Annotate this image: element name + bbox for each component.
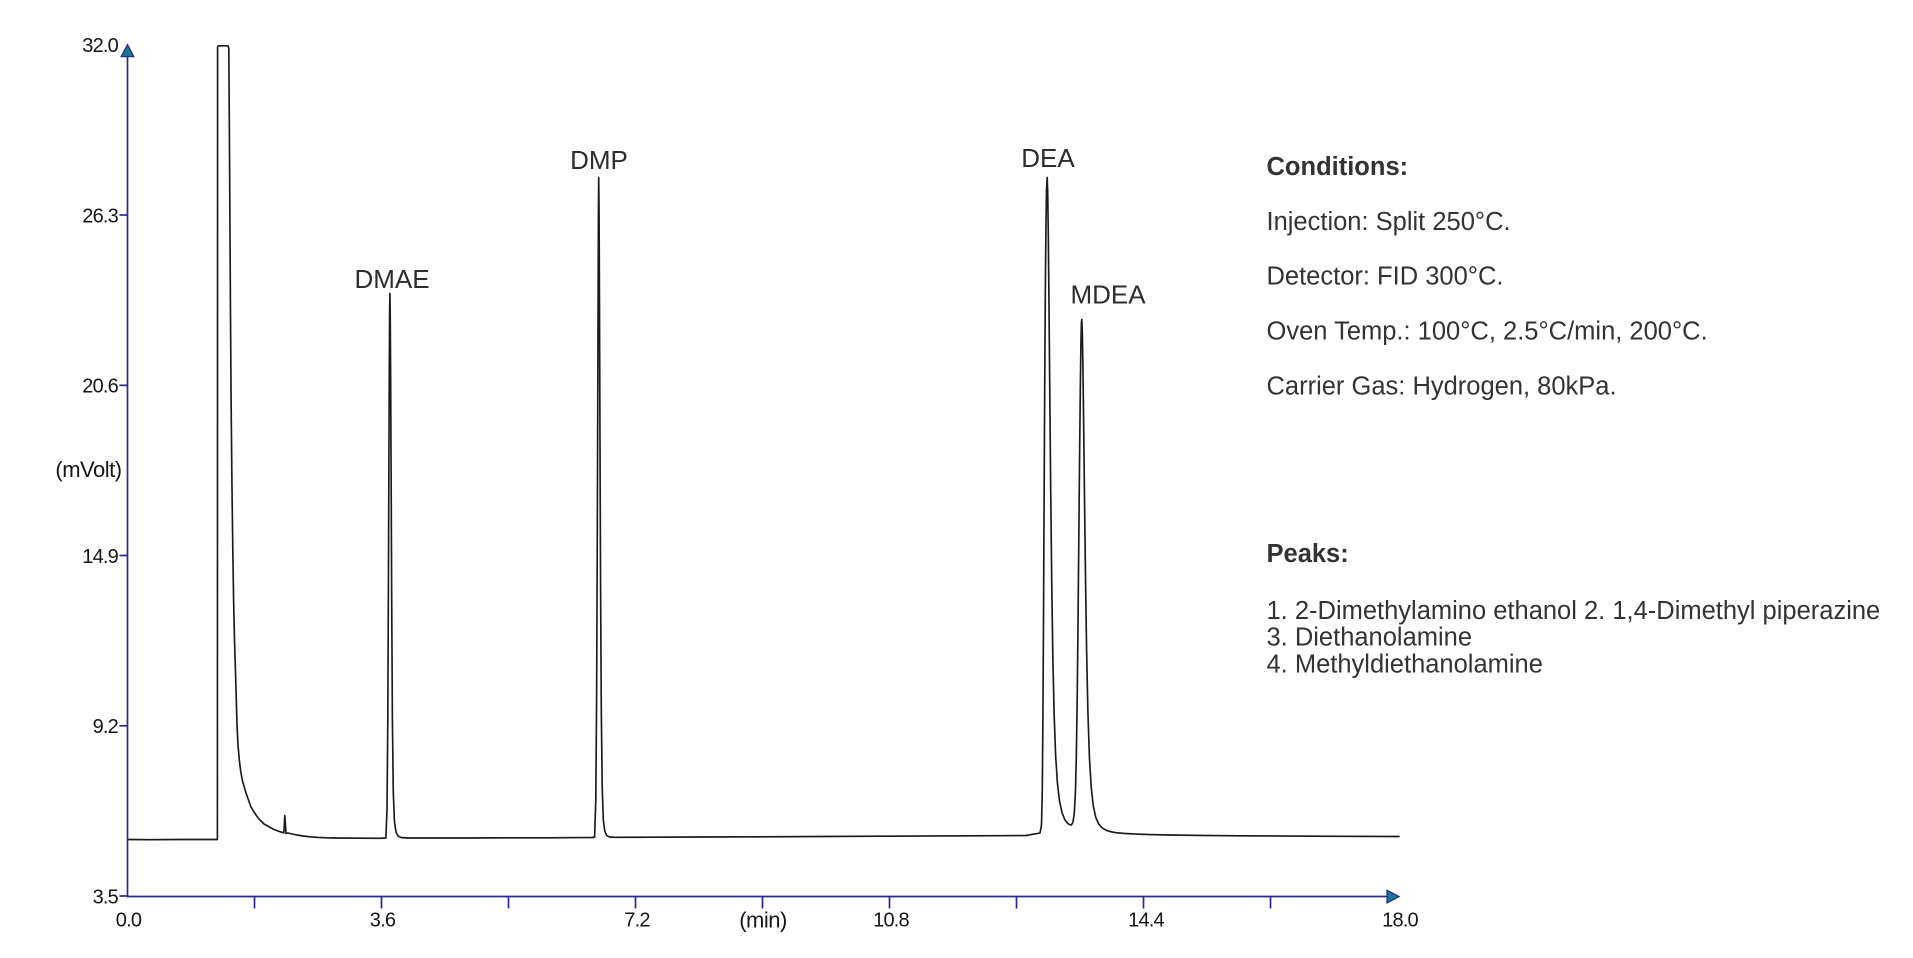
svg-text:3. Diethanolamine: 3. Diethanolamine bbox=[1267, 624, 1473, 652]
svg-text:18.0: 18.0 bbox=[1382, 910, 1418, 932]
svg-text:Conditions:: Conditions: bbox=[1267, 153, 1409, 181]
svg-text:4. Methyldiethanolamine: 4. Methyldiethanolamine bbox=[1267, 650, 1543, 678]
svg-text:9.2: 9.2 bbox=[93, 716, 119, 738]
svg-text:14.9: 14.9 bbox=[82, 546, 118, 568]
svg-text:10.8: 10.8 bbox=[873, 910, 909, 932]
svg-text:Oven Temp.: 100°C, 2.5°C/min,: Oven Temp.: 100°C, 2.5°C/min, 200°C. bbox=[1267, 318, 1708, 346]
svg-text:7.2: 7.2 bbox=[624, 910, 650, 932]
svg-text:(mVolt): (mVolt) bbox=[55, 457, 121, 482]
svg-text:1. 2-Dimethylamino ethanol 2.: 1. 2-Dimethylamino ethanol 2. 1,4-Dimeth… bbox=[1267, 597, 1881, 625]
svg-text:Detector: FID 300°C.: Detector: FID 300°C. bbox=[1267, 263, 1504, 291]
svg-text:Injection: Split 250°C.: Injection: Split 250°C. bbox=[1267, 208, 1511, 236]
svg-text:0.0: 0.0 bbox=[116, 910, 142, 932]
svg-text:MDEA: MDEA bbox=[1070, 280, 1146, 310]
svg-text:32.0: 32.0 bbox=[82, 35, 118, 57]
svg-text:3.6: 3.6 bbox=[370, 910, 396, 932]
svg-text:(min): (min) bbox=[739, 908, 787, 933]
svg-text:DMP: DMP bbox=[570, 145, 628, 175]
svg-text:14.4: 14.4 bbox=[1128, 910, 1164, 932]
svg-text:20.6: 20.6 bbox=[82, 376, 118, 398]
svg-text:DMAE: DMAE bbox=[354, 264, 429, 294]
svg-text:DEA: DEA bbox=[1021, 143, 1075, 173]
svg-text:26.3: 26.3 bbox=[82, 205, 118, 227]
svg-text:Carrier Gas: Hydrogen, 80kPa.: Carrier Gas: Hydrogen, 80kPa. bbox=[1267, 373, 1617, 401]
svg-text:Peaks:: Peaks: bbox=[1267, 540, 1349, 568]
svg-text:3.5: 3.5 bbox=[93, 886, 119, 908]
